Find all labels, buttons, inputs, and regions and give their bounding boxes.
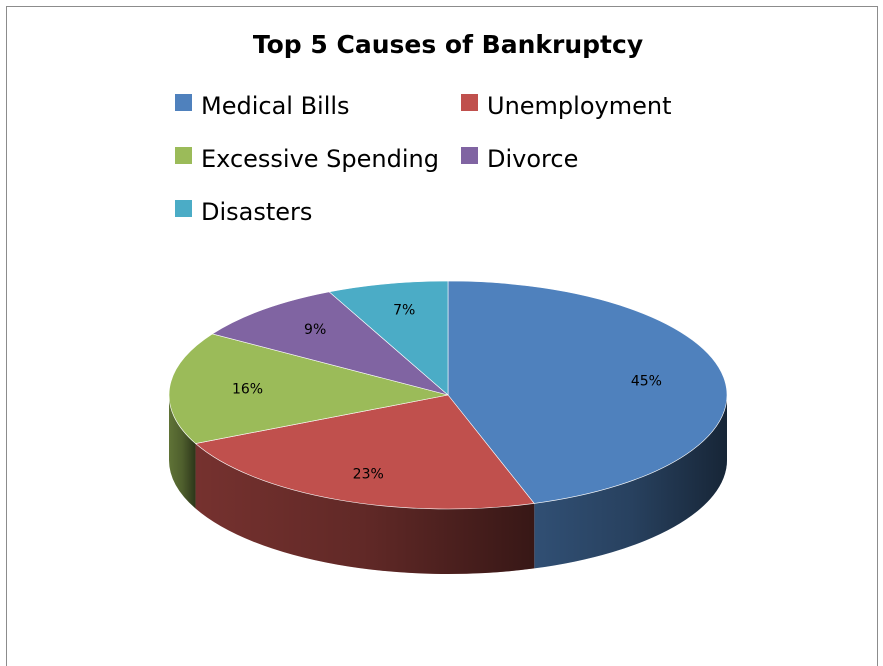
legend-swatch-divorce — [461, 147, 478, 164]
legend: Medical Bills Unemployment Excessive Spend… — [175, 92, 671, 226]
slice-divorce — [211, 291, 449, 396]
legend-swatch-unemployment — [461, 94, 478, 111]
legend-swatch-disasters — [175, 200, 192, 217]
slice-side-shade-unemployment — [195, 443, 535, 574]
legend-label-excessive-spending: Excessive Spending — [201, 145, 439, 173]
pie-slices — [168, 280, 728, 510]
slice-unemployment — [194, 394, 535, 510]
legend-swatch-excessive-spending — [175, 147, 192, 164]
chart-title: Top 5 Causes of Bankruptcy — [253, 30, 643, 59]
data-label-unemployment: 23% — [353, 467, 384, 483]
data-label-medical-bills: 45% — [631, 373, 662, 389]
slice-excessive-spending — [168, 333, 449, 444]
legend-swatch-medical-bills — [175, 94, 192, 111]
legend-label-unemployment: Unemployment — [487, 92, 671, 120]
legend-label-disasters: Disasters — [201, 198, 312, 226]
slice-disasters — [328, 280, 449, 396]
data-label-excessive-spending: 16% — [232, 382, 263, 398]
data-label-disasters: 7% — [393, 302, 415, 318]
data-label-divorce: 9% — [304, 322, 326, 338]
data-labels: 45% 23% 16% 9% 7% — [232, 302, 662, 482]
slice-medical-bills — [447, 280, 728, 504]
slice-side-shade-excessive-spending — [169, 395, 196, 509]
slice-side-shade-medical-bills — [534, 395, 727, 569]
legend-label-divorce: Divorce — [487, 145, 578, 173]
pie-sides — [169, 395, 727, 574]
legend-label-medical-bills: Medical Bills — [201, 92, 350, 120]
